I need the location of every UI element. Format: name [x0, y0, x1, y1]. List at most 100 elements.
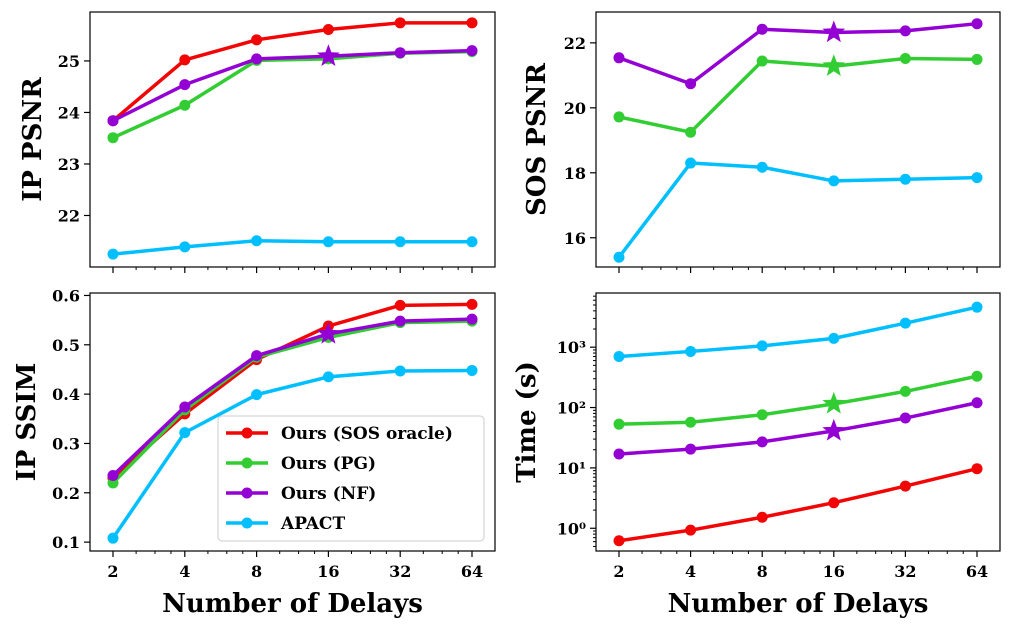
x-axis-title: Number of Delays [668, 589, 929, 619]
data-point [394, 299, 406, 311]
data-point [613, 418, 625, 430]
data-point [899, 317, 911, 329]
series-nf [107, 313, 478, 482]
data-point [107, 248, 119, 260]
data-point [971, 172, 983, 184]
data-point [685, 524, 697, 536]
x-tick-label: 16 [823, 562, 845, 581]
x-tick-label: 32 [389, 562, 411, 581]
x-tick-label: 8 [251, 562, 262, 581]
data-point [685, 157, 697, 169]
series-line [618, 466, 978, 543]
data-point [613, 351, 625, 363]
panel-ip-psnr: 22 23 24 25 IP PSNR [18, 11, 496, 273]
legend-entry-pg: Ours (PG) [226, 454, 376, 474]
plot-frame [595, 292, 1001, 552]
data-point [828, 175, 840, 187]
plot-frame [595, 11, 1001, 268]
y-tick-label: 0.2 [52, 484, 80, 503]
y-tick-label: 0.1 [52, 533, 80, 552]
data-point [466, 236, 478, 248]
data-point [756, 161, 768, 173]
data-point [899, 173, 911, 185]
y-tick-label: 22 [58, 206, 80, 225]
x-tick-label: 16 [317, 562, 339, 581]
data-point [179, 79, 191, 91]
data-point [899, 52, 911, 64]
legend-label-nf: Ours (NF) [281, 484, 376, 504]
star-marker [822, 391, 846, 414]
series-sos-oracle [107, 17, 478, 127]
y-axis-title: IP PSNR [18, 77, 48, 202]
y-tick-label: 23 [58, 155, 80, 174]
y-tick-label: 10² [557, 399, 586, 418]
data-point [613, 111, 625, 123]
series-pg [613, 52, 983, 138]
data-point [251, 34, 263, 46]
y-tick-label: 10¹ [557, 459, 586, 478]
y-tick-label: 0.4 [52, 385, 80, 404]
data-point [322, 371, 334, 383]
series-apact [613, 157, 983, 263]
y-axis-title: SOS PSNR [522, 63, 552, 216]
data-point [251, 235, 263, 247]
series-line [112, 238, 472, 256]
x-tick-label: 4 [685, 562, 696, 581]
data-point [322, 236, 334, 248]
legend: Ours (SOS oracle) Ours (PG) Ours (NF) AP… [217, 415, 485, 542]
data-point [899, 412, 911, 424]
data-point [899, 385, 911, 397]
series-line [618, 56, 978, 134]
data-point [613, 251, 625, 263]
data-point [971, 18, 983, 30]
series-apact [613, 301, 983, 363]
legend-marker-sos-oracle [241, 427, 253, 439]
x-axis-title: Number of Delays [162, 589, 423, 619]
y-tick-label: 10³ [557, 338, 586, 357]
y-tick-label: 10⁰ [557, 519, 586, 538]
data-point [685, 443, 697, 455]
data-point [466, 298, 478, 310]
data-point [322, 24, 334, 36]
data-point [828, 497, 840, 509]
data-point [466, 313, 478, 325]
data-point [251, 389, 263, 401]
legend-label-sos-oracle: Ours (SOS oracle) [281, 424, 453, 444]
data-point [756, 55, 768, 67]
legend-marker-apact [241, 517, 253, 529]
data-point [685, 416, 697, 428]
legend-label-apact: APACT [280, 514, 345, 534]
data-point [179, 99, 191, 111]
data-point [971, 301, 983, 313]
series-pg [613, 370, 983, 430]
series-line [618, 305, 978, 359]
y-tick-label: 25 [58, 52, 80, 71]
plot-frame [89, 292, 496, 552]
data-point [971, 463, 983, 475]
data-point [613, 535, 625, 547]
series-nf [613, 397, 983, 460]
legend-box [217, 415, 485, 542]
data-point [107, 132, 119, 144]
data-point [179, 54, 191, 66]
panel-ip-ssim: 2 4 8 16 32 64 0.1 0.2 0.3 0.4 0.5 0.6 IP SSIM Number… [12, 286, 496, 619]
star-marker [822, 418, 846, 441]
data-point [971, 370, 983, 382]
data-point [107, 532, 119, 544]
data-point [107, 470, 119, 482]
series-line [618, 401, 978, 456]
x-tick-label: 32 [894, 562, 916, 581]
series-line [618, 21, 978, 86]
star-marker [822, 54, 846, 76]
data-point [756, 409, 768, 421]
data-point [899, 25, 911, 37]
legend-entry-apact: APACT [226, 514, 345, 534]
series-line [618, 374, 978, 426]
panel-sos-psnr: 16 18 20 22 SOS PSNR [522, 11, 1001, 273]
star-marker [316, 321, 340, 344]
data-point [756, 436, 768, 448]
y-tick-label: 0.5 [52, 336, 80, 355]
data-point [685, 126, 697, 138]
series-line [112, 48, 473, 123]
